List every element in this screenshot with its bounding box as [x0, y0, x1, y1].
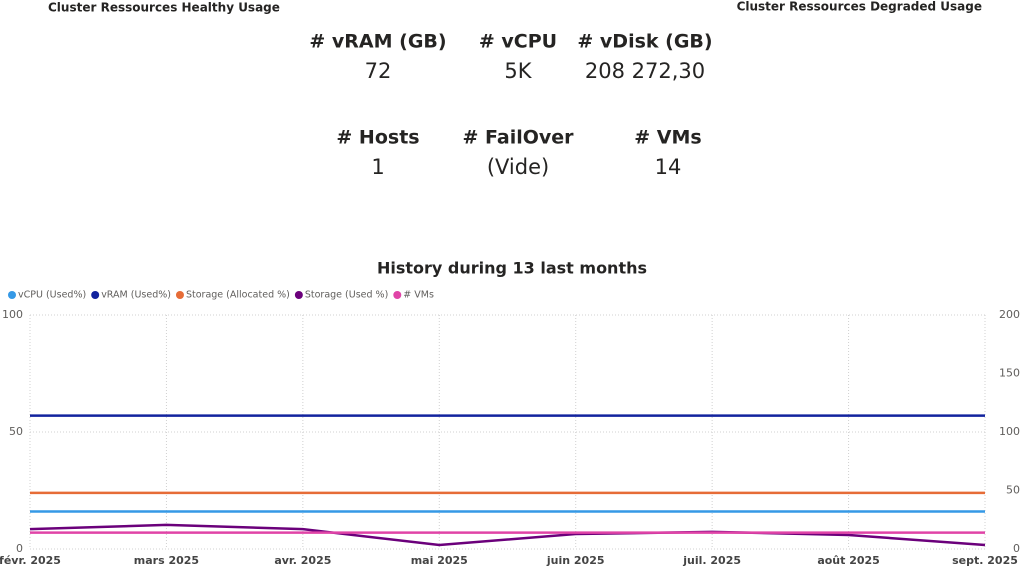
card-label: # FailOver: [462, 127, 574, 149]
y2-tick-label: 150: [999, 367, 1020, 380]
card-value: 72: [365, 59, 392, 83]
card-value: (Vide): [487, 155, 549, 179]
y-tick-label: 0: [16, 542, 23, 555]
x-tick-label: sept. 2025: [952, 554, 1018, 567]
x-tick-label: juil. 2025: [682, 554, 741, 567]
legend-label: # VMs: [403, 290, 434, 301]
legend-marker: [8, 291, 16, 299]
legend-marker: [91, 291, 100, 299]
x-tick-label: mai 2025: [411, 554, 468, 567]
legend-label: Storage (Allocated %): [186, 290, 290, 301]
series-line: [29, 523, 986, 547]
legend-marker: [393, 291, 402, 299]
chart-title: History during 13 last months: [377, 259, 647, 278]
y2-tick-label: 200: [999, 308, 1020, 321]
card-label: # vRAM (GB): [309, 31, 446, 53]
card-value: 208 272,30: [585, 59, 705, 83]
y-tick-label: 100: [2, 308, 23, 321]
card-label: # Hosts: [336, 127, 419, 149]
card-value: 1: [371, 155, 384, 179]
card-label: # vDisk (GB): [577, 31, 712, 53]
card-label: # VMs: [634, 127, 701, 149]
legend-label: Storage (Used %): [305, 290, 388, 301]
x-tick-label: août 2025: [817, 554, 880, 567]
x-tick-label: mars 2025: [134, 554, 199, 567]
card-value: 5K: [504, 59, 532, 83]
legend-label: vRAM (Used%): [101, 290, 171, 301]
y-tick-label: 50: [9, 425, 23, 438]
x-tick-label: juin 2025: [546, 554, 605, 567]
x-tick-label: févr. 2025: [0, 554, 61, 567]
legend-label: vCPU (Used%): [18, 290, 86, 301]
y2-tick-label: 0: [1013, 542, 1020, 555]
header-left: Cluster Ressources Healthy Usage: [48, 1, 280, 15]
y2-tick-label: 50: [1006, 484, 1020, 497]
card-value: 14: [655, 155, 682, 179]
x-tick-label: avr. 2025: [274, 554, 331, 567]
y2-tick-label: 100: [999, 425, 1020, 438]
card-label: # vCPU: [479, 31, 557, 53]
legend-marker: [175, 291, 184, 299]
header-right: Cluster Ressources Degraded Usage: [737, 0, 982, 14]
legend-marker: [294, 291, 303, 299]
